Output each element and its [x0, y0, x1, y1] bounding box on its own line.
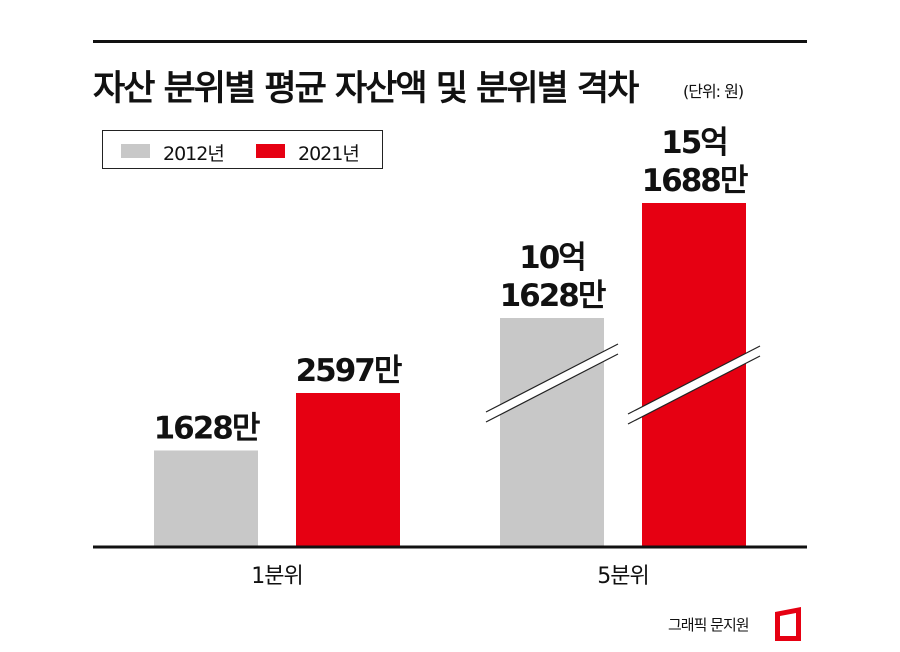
bar-q5-2012: [500, 318, 604, 547]
value-label-q1-2021-line1: 2597만: [296, 353, 402, 389]
category-label-q5: 5분위: [597, 564, 648, 589]
legend-label-2021: 2021년: [298, 143, 360, 165]
value-label-q5-2012-line1: 10억: [519, 240, 585, 276]
credit: 그래픽 문지원: [668, 616, 750, 634]
axis-break-band-2021: [628, 346, 760, 424]
legend-swatch-2012: [121, 144, 150, 158]
category-label-q1: 1분위: [251, 564, 302, 589]
axis-break-line-lower-2021: [627, 355, 761, 425]
axis-break-line-upper-2012: [485, 343, 619, 413]
axis-break-line-lower-2012: [485, 353, 619, 423]
bar-q1-2012: [154, 450, 258, 547]
value-label-q5-2021-line2: 1688만: [642, 163, 748, 199]
unit-label: (단위: 원): [683, 82, 744, 101]
value-label-q5-2012-line2: 1628만: [500, 278, 606, 314]
legend: 2012년 2021년: [102, 130, 383, 169]
bar-q5-2021: [642, 203, 746, 547]
value-label-q5-2021-line1: 15억: [661, 125, 727, 161]
publisher-logo: [775, 607, 801, 641]
legend-swatch-2021: [256, 144, 285, 158]
bar-q1-2021: [296, 393, 400, 547]
chart-title: 자산 분위별 평균 자산액 및 분위별 격차: [93, 69, 639, 109]
axis-break-band-2012: [486, 344, 618, 422]
axis-break-line-upper-2021: [627, 345, 761, 415]
top-rule: [93, 40, 807, 43]
legend-label-2012: 2012년: [163, 143, 225, 165]
value-label-q1-2012-line1: 1628만: [154, 410, 260, 446]
